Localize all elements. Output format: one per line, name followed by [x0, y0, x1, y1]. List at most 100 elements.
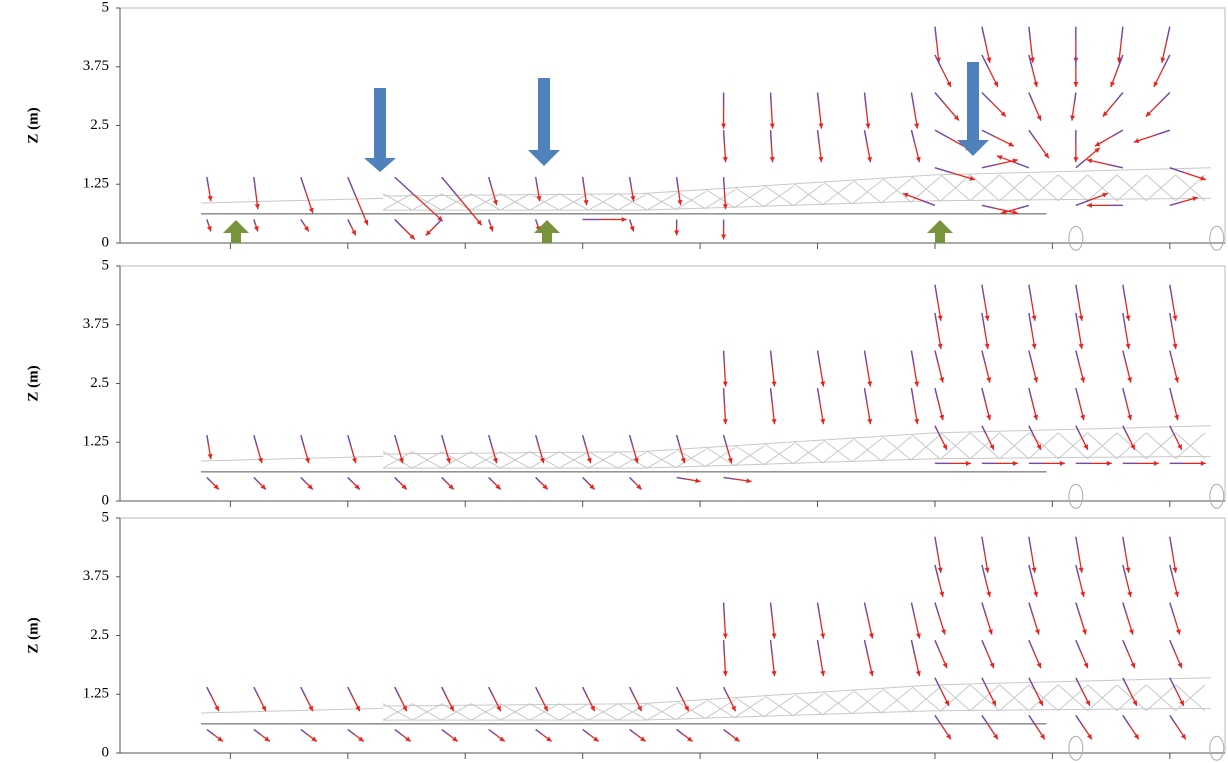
arrow-tail — [1170, 565, 1173, 578]
structure — [383, 678, 1211, 706]
arrow-tail — [254, 220, 256, 225]
arrow-tail — [1029, 603, 1033, 616]
arrow-head — [985, 567, 990, 572]
vector-arrow — [1076, 388, 1085, 420]
wheel — [1069, 226, 1083, 250]
vector-arrow — [348, 220, 356, 236]
arrow-tail — [489, 220, 491, 225]
structure — [201, 198, 383, 203]
arrow-tail — [254, 177, 256, 190]
arrow-head — [1127, 415, 1132, 420]
arrow-tail — [724, 640, 725, 654]
vector-arrow — [1076, 715, 1092, 739]
arrow-tail — [1074, 93, 1076, 104]
vector-arrow — [1170, 426, 1182, 450]
vector-arrow — [723, 640, 728, 676]
arrow-head — [869, 633, 874, 638]
arrow-tail — [1115, 93, 1123, 103]
vector-arrow — [982, 93, 1006, 117]
vector-arrow — [1103, 93, 1123, 117]
vector-arrow — [442, 687, 454, 711]
arrow-tail — [254, 478, 259, 483]
arrow-head — [1174, 592, 1179, 597]
vector-arrow — [489, 220, 494, 232]
arrow-head — [1060, 461, 1065, 466]
arrow-head — [1174, 377, 1179, 382]
vector-arrow — [1123, 603, 1134, 635]
vector-arrow — [207, 220, 212, 232]
arrow-tail — [1163, 55, 1169, 68]
arrow-tail — [982, 537, 984, 551]
arrow-head — [939, 377, 944, 382]
arrow-tail — [1076, 603, 1080, 616]
arrow-tail — [1123, 537, 1125, 551]
y-tick-label: 5 — [102, 0, 110, 15]
arrow-tail — [1170, 715, 1176, 725]
vector-arrow — [997, 155, 1029, 168]
vector-arrow — [721, 93, 726, 129]
annotations — [223, 62, 989, 243]
arrow-head — [820, 633, 825, 638]
vector-arrow — [723, 130, 728, 162]
arrow-tail — [935, 678, 941, 689]
arrow-tail — [1170, 603, 1174, 616]
arrow-tail — [982, 640, 987, 651]
vector-arrow — [207, 177, 213, 201]
arrow-tail — [1123, 426, 1128, 436]
vector-arrow — [489, 478, 501, 490]
vector-arrow — [864, 93, 870, 129]
arrow-head — [254, 226, 259, 232]
arrow-head — [723, 419, 728, 424]
arrow-tail — [771, 640, 773, 654]
arrow-tail — [583, 687, 588, 697]
arrow-tail — [818, 388, 820, 402]
arrow-tail — [982, 313, 984, 327]
arrow-head — [1079, 567, 1084, 572]
vector-arrow — [982, 285, 990, 321]
arrow-tail — [1076, 640, 1081, 651]
arrow-head — [939, 592, 944, 597]
vector-arrow — [1029, 461, 1065, 466]
vector-arrow — [1076, 148, 1100, 168]
arrow-tail — [395, 687, 400, 697]
arrow-head — [208, 196, 213, 201]
vector-arrow — [254, 435, 263, 463]
arrow-head — [695, 478, 700, 483]
arrow-tail — [1108, 165, 1122, 168]
vector-arrow — [1070, 93, 1076, 121]
vector-arrow — [301, 687, 313, 711]
arrow-tail — [489, 435, 492, 446]
arrow-tail — [395, 220, 403, 228]
wheel — [1210, 484, 1224, 508]
arrow-head — [1013, 461, 1018, 466]
arrow-head — [938, 344, 943, 349]
arrow-head — [869, 671, 874, 676]
vector-arrow — [489, 435, 498, 463]
arrow-tail — [395, 177, 414, 195]
vector-arrow — [1170, 640, 1182, 668]
vector-arrow — [442, 435, 451, 463]
arrow-tail — [1123, 715, 1129, 725]
y-tick-label: 0 — [102, 744, 110, 760]
arrow-head — [1126, 344, 1131, 349]
vector-arrow — [935, 285, 943, 321]
arrow-tail — [1170, 388, 1173, 401]
arrow-head — [723, 633, 728, 638]
vector-arrow — [935, 93, 959, 121]
vector-arrow — [723, 388, 728, 424]
arrow-tail — [207, 177, 209, 187]
arrow-tail — [982, 565, 985, 578]
vector-arrow — [864, 603, 873, 639]
vector-arrow — [1170, 388, 1179, 420]
arrow-tail — [724, 130, 725, 143]
arrow-tail — [864, 603, 867, 617]
arrow-head — [867, 157, 872, 162]
y-tick-label: 2.5 — [90, 627, 109, 643]
arrow-tail — [771, 388, 773, 402]
vector-arrow — [935, 678, 949, 706]
vector-arrow — [911, 130, 920, 162]
green-arrow — [223, 220, 249, 243]
arrow-head — [1201, 461, 1206, 466]
arrow-head — [985, 315, 990, 320]
vector-arrow — [1076, 285, 1084, 321]
